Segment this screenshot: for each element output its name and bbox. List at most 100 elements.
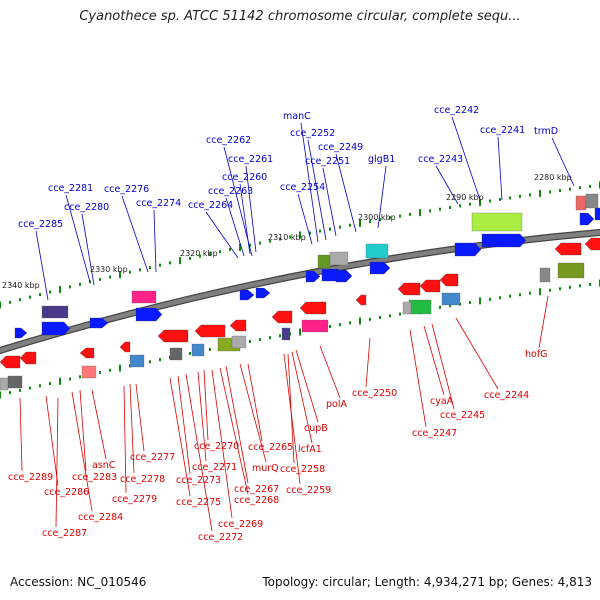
tick-mark <box>529 193 531 197</box>
tick-mark <box>59 377 61 385</box>
lower-leader-line <box>203 369 209 441</box>
tick-mark <box>389 216 391 220</box>
tick-mark <box>509 294 511 298</box>
upper-gene-label: manC <box>283 111 311 122</box>
lower-gene-label: cce_2283 <box>72 472 117 483</box>
upper-leader-line <box>223 146 253 257</box>
reverse-gene-arrow <box>584 237 600 251</box>
gene-box <box>169 347 183 361</box>
tick-mark <box>439 305 441 309</box>
tick-mark <box>409 212 411 216</box>
tick-mark <box>189 256 191 260</box>
lower-leader-line <box>239 363 267 463</box>
tick-mark <box>289 235 291 239</box>
gene-features <box>0 193 600 391</box>
tick-mark <box>9 391 11 395</box>
lower-leader-line <box>295 349 319 423</box>
reverse-gene-arrow <box>419 279 441 293</box>
scale-label: 2310 kbp <box>268 233 306 242</box>
forward-gene-arrow <box>369 261 391 275</box>
scale-label: 2280 kbp <box>534 173 572 182</box>
tick-mark <box>419 209 421 217</box>
tick-mark <box>269 336 271 340</box>
tick-mark <box>199 254 201 258</box>
lower-leader-line <box>55 397 59 528</box>
reverse-gene-arrow <box>439 273 459 287</box>
tick-mark <box>399 214 401 218</box>
tick-mark <box>139 268 141 272</box>
upper-gene-label: cce_2262 <box>206 135 251 146</box>
lower-leader-line <box>169 377 191 497</box>
tick-mark <box>369 317 371 321</box>
tick-mark <box>19 388 21 392</box>
tick-mark <box>69 377 71 381</box>
tick-mark <box>249 340 251 344</box>
tick-mark <box>479 297 481 305</box>
lower-gene-label: cce_2270 <box>194 441 239 452</box>
lower-leader-line <box>79 389 87 472</box>
upper-gene-label: cce_2285 <box>18 219 63 230</box>
upper-leader-line <box>435 165 459 205</box>
tick-mark <box>179 257 181 265</box>
gene-box <box>81 365 97 379</box>
genome-summary-text: Topology: circular; Length: 4,934,271 bp… <box>262 575 592 589</box>
upper-leader-line <box>205 211 239 259</box>
tick-mark <box>239 243 241 251</box>
tick-mark <box>99 370 101 374</box>
tick-mark <box>589 184 591 188</box>
tick-mark <box>299 231 301 239</box>
reverse-gene-arrow <box>229 319 247 332</box>
gene-box <box>231 335 247 349</box>
gene-box <box>557 262 585 279</box>
tick-mark <box>489 297 491 301</box>
reverse-gene-arrow <box>355 294 367 306</box>
lower-leader-line <box>197 371 207 462</box>
upper-gene-label: glgB1 <box>368 154 395 165</box>
tick-mark <box>69 285 71 289</box>
tick-mark <box>19 298 21 302</box>
tick-mark <box>399 312 401 316</box>
tick-mark <box>569 285 571 289</box>
tick-mark <box>339 323 341 327</box>
tick-mark <box>559 189 561 193</box>
upper-leader-line <box>307 139 327 241</box>
tick-mark <box>49 290 51 294</box>
lower-gene-label: hofG <box>525 349 548 360</box>
gene-box <box>281 327 291 341</box>
reverse-gene-arrow <box>554 242 582 256</box>
tick-mark <box>279 334 281 338</box>
tick-mark <box>109 275 111 279</box>
upper-leader-line <box>81 213 95 286</box>
forward-gene-arrow <box>255 287 271 299</box>
gene-box <box>575 195 587 211</box>
tick-mark <box>359 219 361 227</box>
upper-gene-label: cce_2263 <box>208 186 253 197</box>
reverse-gene-arrow <box>119 341 131 353</box>
lower-leader-line <box>225 365 249 484</box>
upper-gene-label: cce_2264 <box>188 200 233 211</box>
scale-label: 2300 kbp <box>358 213 396 222</box>
lower-leader-line <box>431 323 455 410</box>
gene-box <box>471 212 523 232</box>
tick-mark <box>579 284 581 288</box>
gene-box <box>585 193 599 209</box>
tick-mark <box>9 300 11 304</box>
forward-gene-arrow <box>89 317 109 329</box>
tick-mark <box>209 347 211 351</box>
gene-box <box>7 375 23 389</box>
reverse-gene-arrow <box>397 282 421 296</box>
scale-label: 2320 kbp <box>180 249 218 258</box>
reverse-gene-arrow <box>0 355 21 369</box>
upper-gene-label: cce_2249 <box>318 142 363 153</box>
scale-labels: 2340 kbp 2330 kbp 2320 kbp 2310 kbp 2300 kbp… <box>2 173 572 290</box>
reverse-gene-arrow <box>19 351 37 365</box>
tick-mark <box>109 368 111 372</box>
gene-box <box>129 354 145 368</box>
forward-gene-arrow <box>135 307 163 322</box>
lower-gene-label: cce_2265 <box>248 442 293 453</box>
tick-mark <box>589 282 591 286</box>
tick-mark <box>229 248 231 252</box>
tick-mark <box>249 243 251 247</box>
gene-box <box>539 267 551 283</box>
